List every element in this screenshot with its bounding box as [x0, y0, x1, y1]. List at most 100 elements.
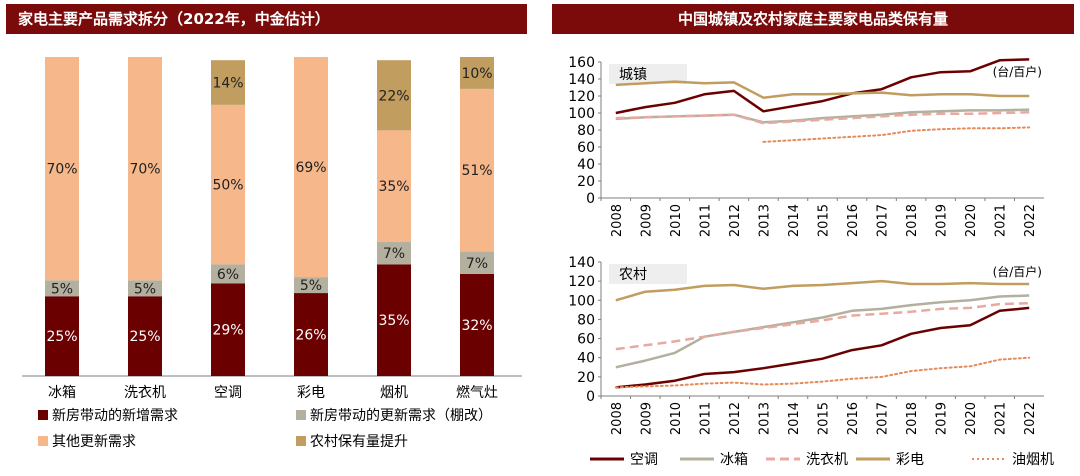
bar-segment	[211, 264, 245, 284]
bar-data-label: 6%	[217, 267, 239, 283]
urban-y-tick-label: 100	[568, 106, 595, 122]
rural-x-tick-label: 2015	[817, 402, 832, 435]
bar-segment	[128, 296, 162, 376]
bar-data-label: 35%	[378, 179, 409, 195]
bar-segment	[460, 273, 494, 376]
bar-category-label: 彩电	[297, 385, 325, 401]
urban-y-tick-label: 120	[568, 89, 595, 105]
urban-y-tick-label: 80	[577, 123, 595, 139]
bar-segment	[377, 242, 411, 265]
bar-data-label: 50%	[212, 178, 243, 194]
urban-series-line	[615, 108, 1030, 124]
bar-data-label: 26%	[295, 328, 326, 344]
urban-panel-label: 城镇	[619, 67, 647, 83]
bar-segment	[128, 57, 162, 281]
urban-x-tick-label: 2016	[846, 204, 861, 237]
bar-data-label: 69%	[295, 160, 326, 176]
urban-x-tick-label: 2011	[698, 204, 713, 237]
urban-x-tick-label: 2018	[905, 204, 920, 237]
bar-legend-label: 新房带动的更新需求（棚改）	[310, 408, 492, 424]
rural-x-tick-label: 2010	[669, 402, 684, 435]
rural-series-line	[615, 306, 1030, 389]
urban-x-tick-label: 2012	[728, 204, 743, 237]
bar-segment	[460, 251, 494, 274]
bar-segment	[377, 264, 411, 376]
bar-category-label: 空调	[214, 385, 242, 401]
urban-y-tick-label: 0	[586, 191, 595, 207]
bar-legend-label: 新房带动的新增需求	[52, 408, 178, 424]
urban-y-tick-label: 140	[568, 72, 595, 88]
bar-category-label: 冰箱	[48, 385, 76, 401]
bar-legend-swatch	[38, 410, 48, 420]
bar-data-label: 29%	[212, 323, 243, 339]
bar-category-label: 洗衣机	[124, 385, 166, 401]
bar-segment	[294, 277, 328, 294]
rural-series-line	[614, 356, 1031, 389]
line-legend-label: 冰箱	[720, 452, 748, 468]
rural-x-tick-label: 2017	[876, 402, 891, 435]
right-panel-title: 中国城镇及农村家庭主要家电品类保有量	[552, 4, 1074, 34]
bar-legend-label: 农村保有量提升	[310, 434, 408, 450]
urban-series-line	[615, 80, 1030, 99]
rural-x-tick-label: 2009	[639, 402, 654, 435]
bar-segment	[294, 57, 328, 278]
bar-data-label: 25%	[129, 329, 160, 345]
urban-y-tick-label: 160	[568, 55, 595, 71]
line-legend-label: 空调	[630, 452, 658, 468]
urban-unit-label: (台/百户)	[993, 64, 1042, 79]
bar-segment	[460, 57, 494, 89]
urban-series-line	[762, 126, 1031, 143]
urban-y-tick-label: 40	[577, 157, 595, 173]
rural-y-tick-label: 40	[577, 351, 595, 367]
urban-x-tick-label: 2020	[964, 204, 979, 237]
bar-data-label: 32%	[461, 318, 492, 334]
bar-data-label: 7%	[383, 246, 405, 262]
bar-segment	[211, 283, 245, 376]
rural-y-tick-label: 20	[577, 370, 595, 386]
bar-legend-swatch	[296, 436, 306, 446]
bar-segment	[211, 60, 245, 105]
bar-segment	[377, 130, 411, 243]
urban-series-line	[615, 58, 1030, 115]
rural-unit-label: (台/百户)	[993, 264, 1042, 279]
left-panel-title: 家电主要产品需求拆分（2022年，中金估计）	[6, 4, 527, 34]
urban-x-tick-label: 2009	[639, 204, 654, 237]
bar-legend-label: 其他更新需求	[52, 434, 136, 450]
bar-data-label: 25%	[46, 329, 77, 345]
bar-segment	[45, 57, 79, 281]
bar-category-label: 燃气灶	[456, 384, 498, 401]
urban-x-tick-label: 2013	[757, 204, 772, 237]
urban-y-tick-label: 60	[577, 140, 595, 156]
bar-segment	[294, 293, 328, 376]
bar-data-label: 5%	[134, 281, 156, 297]
bar-segment	[460, 88, 494, 252]
rural-y-tick-label: 0	[586, 389, 595, 405]
rural-series-line	[615, 279, 1030, 302]
bar-data-label: 5%	[300, 278, 322, 294]
rural-x-tick-label: 2016	[846, 402, 861, 435]
urban-x-tick-label: 2008	[610, 204, 625, 237]
urban-x-tick-label: 2019	[935, 204, 950, 237]
line-legend-label: 油烟机	[1012, 452, 1054, 468]
bar-segment	[128, 280, 162, 297]
urban-x-tick-label: 2010	[669, 204, 684, 237]
bar-legend-swatch	[38, 436, 48, 446]
rural-series-line	[615, 294, 1030, 369]
bar-segment	[211, 104, 245, 265]
rural-x-tick-label: 2022	[1023, 402, 1038, 435]
rural-y-tick-label: 80	[577, 312, 595, 328]
rural-x-tick-label: 2019	[935, 402, 950, 435]
bar-segment	[45, 296, 79, 376]
bar-data-label: 14%	[212, 76, 243, 92]
bar-segment	[377, 60, 411, 131]
rural-panel-label-box	[609, 264, 687, 284]
urban-panel-label-box	[609, 64, 687, 84]
bar-data-label: 70%	[46, 162, 77, 178]
bar-data-label: 5%	[51, 281, 73, 297]
rural-x-tick-label: 2008	[610, 402, 625, 435]
rural-x-tick-label: 2014	[787, 402, 802, 435]
line-legend-label: 彩电	[896, 452, 924, 468]
rural-x-tick-label: 2011	[698, 402, 713, 435]
bar-category-label: 烟机	[380, 385, 408, 401]
rural-y-tick-label: 140	[568, 255, 595, 271]
